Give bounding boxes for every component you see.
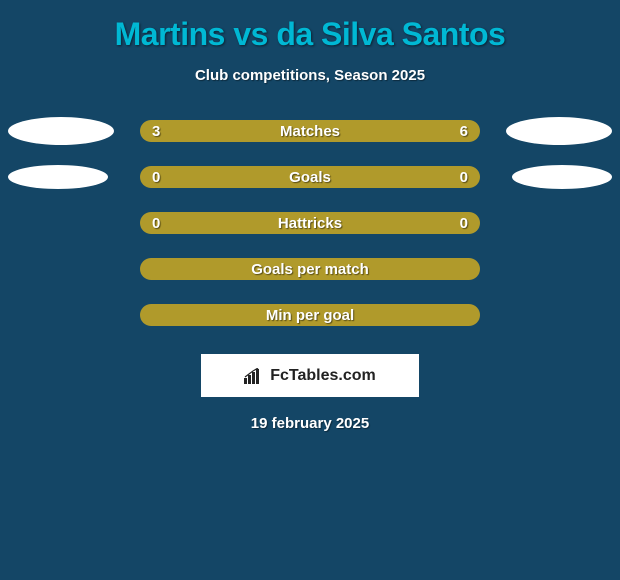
stat-row: Matches3 6	[0, 120, 620, 142]
stat-label: Goals per match	[140, 258, 480, 280]
stat-label: Goals	[140, 166, 480, 188]
stat-row: Min per goal	[0, 304, 620, 326]
left-ellipse	[8, 117, 114, 145]
date-label: 19 february 2025	[251, 415, 369, 432]
stat-rows: Matches36Goals00Hattricks00Goals per mat…	[0, 120, 620, 326]
stat-right-value: 0	[460, 212, 468, 234]
right-ellipse	[506, 117, 612, 145]
right-ellipse	[512, 165, 612, 189]
stat-row: Goals per match	[0, 258, 620, 280]
page-title: Martins vs da Silva Santos	[115, 16, 506, 53]
stat-left-value: 3	[152, 120, 160, 142]
stat-label: Matches	[140, 120, 480, 142]
stat-label: Min per goal	[140, 304, 480, 326]
stat-bar: Goals per match	[140, 258, 480, 280]
bars-icon	[244, 368, 264, 384]
stat-row: Hattricks0 0	[0, 212, 620, 234]
comparison-card: Martins vs da Silva Santos Club competit…	[0, 0, 620, 442]
stat-bar: Goals0 0	[140, 166, 480, 188]
logo-text: FcTables.com	[270, 367, 376, 385]
stat-left-value: 0	[152, 212, 160, 234]
stat-row: Goals0 0	[0, 166, 620, 188]
stat-right-value: 6	[460, 120, 468, 142]
stat-label: Hattricks	[140, 212, 480, 234]
stat-bar: Min per goal	[140, 304, 480, 326]
page-subtitle: Club competitions, Season 2025	[195, 67, 425, 84]
stat-bar: Hattricks0 0	[140, 212, 480, 234]
stat-right-value: 0	[460, 166, 468, 188]
stat-left-value: 0	[152, 166, 160, 188]
stat-bar: Matches3 6	[140, 120, 480, 142]
logo-box: FcTables.com	[201, 354, 419, 397]
left-ellipse	[8, 165, 108, 189]
